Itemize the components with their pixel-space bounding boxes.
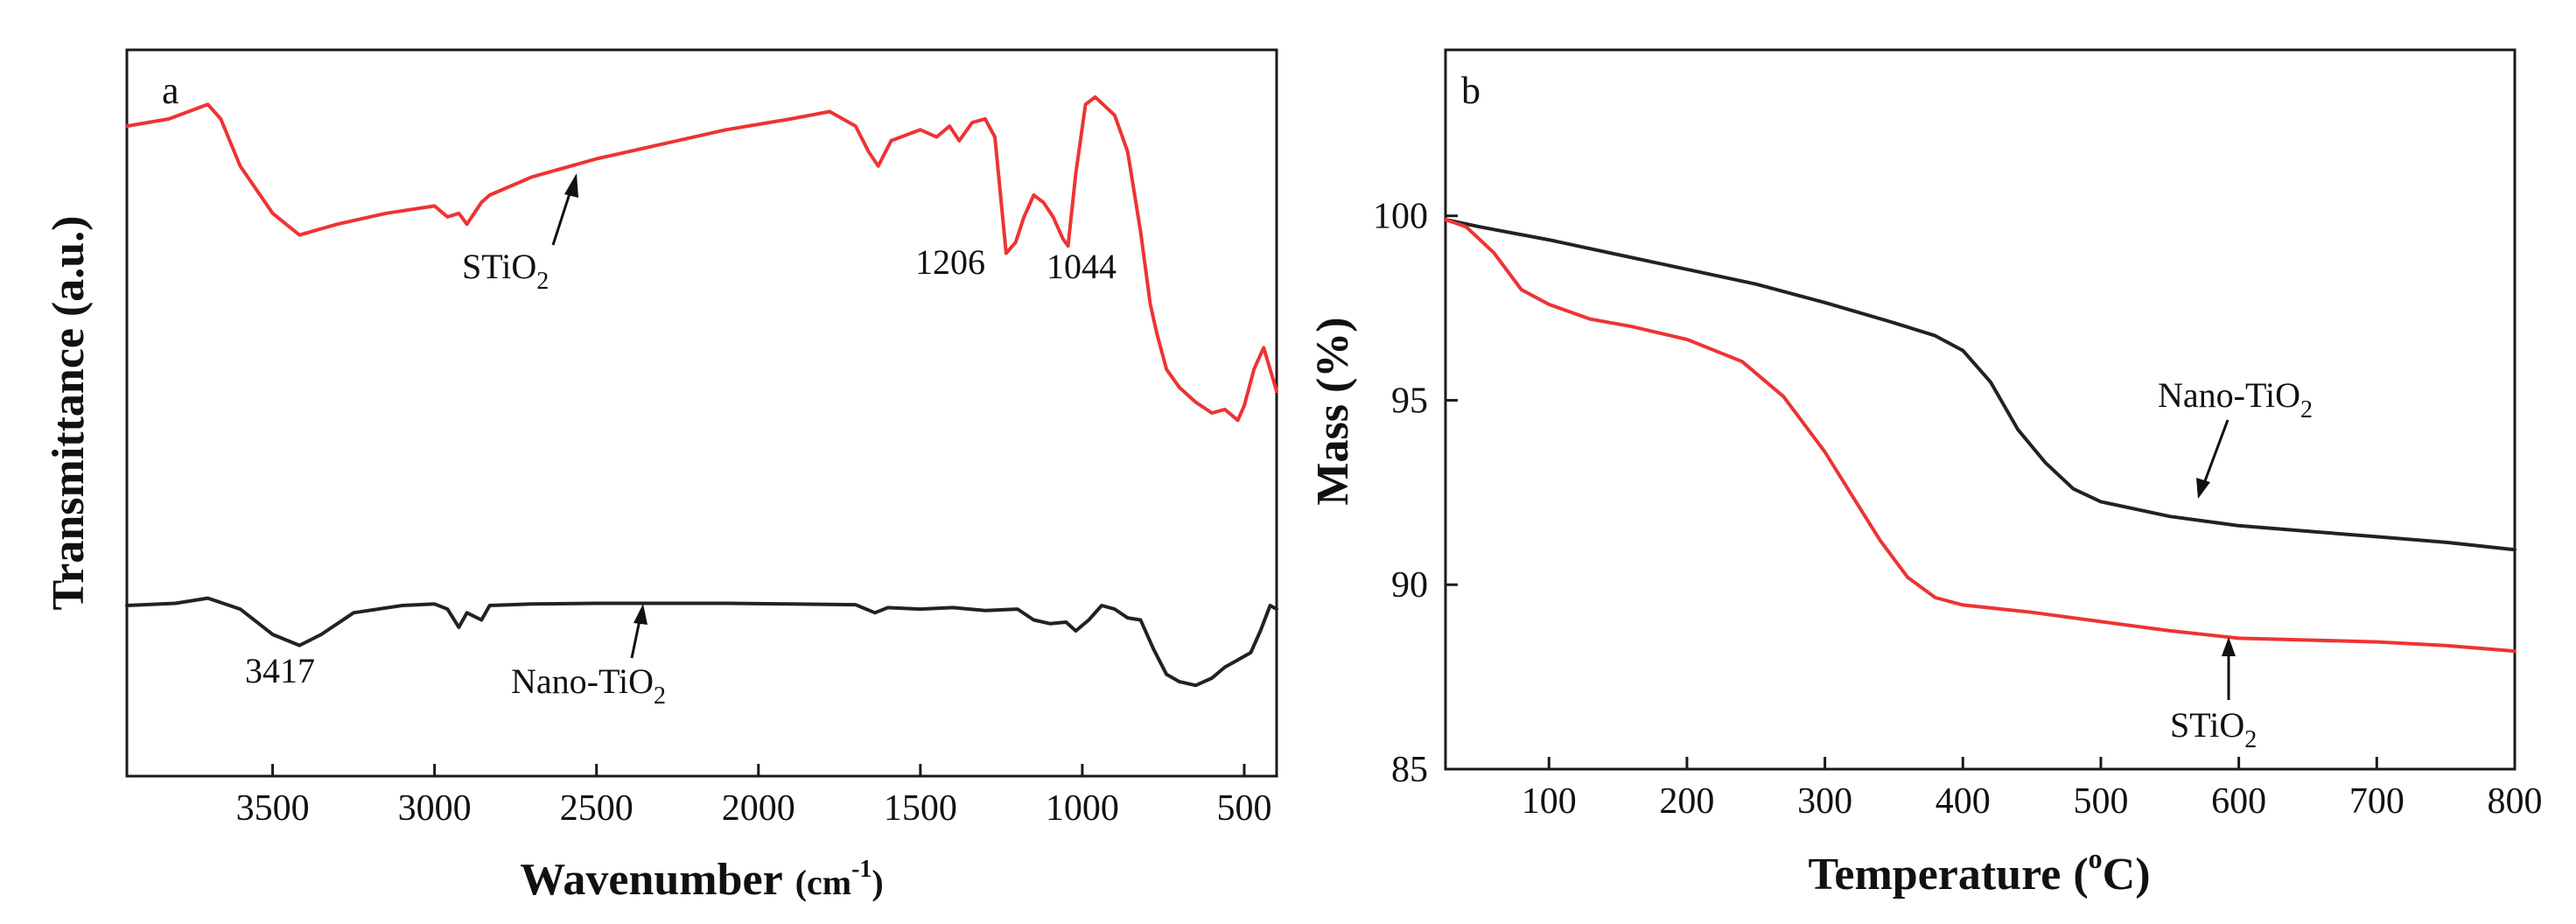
panel-a-series	[125, 94, 1278, 688]
a-x-tick-label-500: 500	[1216, 788, 1271, 829]
panel-b-y-axis-title: Mass (%)	[1308, 317, 1358, 505]
a-x-tick-label-3000: 3000	[398, 788, 472, 829]
panel-b-plot-frame	[1444, 48, 2516, 771]
a-x-tick-label-3500: 3500	[236, 788, 310, 829]
panel-b-sti-arrowhead	[2222, 637, 2236, 656]
b-x-tick-label-300: 300	[1797, 781, 1852, 822]
panel-b-nano-arrow	[2202, 419, 2230, 486]
panel-b-tga-chart: b 100 200 300 400 500 600 700 800 85 90 95 100 Mas…	[1308, 48, 2543, 900]
panel-b-series	[1444, 217, 2516, 654]
a-x-tick-label-2500: 2500	[560, 788, 634, 829]
panel-a-peak-1044-label: 1044	[1046, 247, 1116, 286]
panel-a-plot-frame	[125, 48, 1278, 778]
b-y-tick-label-100: 100	[1373, 197, 1428, 237]
panel-b-label: b	[1461, 69, 1480, 112]
b-x-tick-label-600: 600	[2211, 781, 2266, 822]
panel-b-x-ticks: 100 200 300 400 500 600 700 800	[1522, 757, 2543, 822]
panel-a-peak-3417-label: 3417	[245, 651, 315, 690]
a-series-line-stio2	[125, 94, 1278, 423]
b-series-line-stio2	[1444, 217, 2516, 654]
panel-a-sti-label: STiO2	[462, 247, 549, 295]
b-x-tick-label-200: 200	[1659, 781, 1714, 822]
panel-b-x-axis-title: Temperature (oC)	[1808, 843, 2150, 900]
panel-a-peak-1206-label: 1206	[915, 242, 985, 282]
panel-b-nano-label: Nano-TiO2	[2158, 375, 2313, 424]
panel-a-x-axis-title: Wavenumber (cm-1)	[520, 855, 884, 905]
b-x-tick-label-700: 700	[2349, 781, 2404, 822]
b-x-tick-label-400: 400	[1936, 781, 1991, 822]
panel-a-ftir-chart: a 3500 3000 2500 2000 1500 1000 500 Transmitta…	[44, 48, 1278, 905]
b-y-tick-label-85: 85	[1391, 750, 1428, 790]
a-x-tick-label-1500: 1500	[884, 788, 957, 829]
panel-a-nano-arrowhead	[634, 604, 648, 625]
b-y-tick-label-95: 95	[1391, 381, 1428, 421]
panel-a-x-ticks: 3500 3000 2500 2000 1500 1000 500	[236, 764, 1271, 829]
panel-a-sti-arrowhead	[564, 173, 578, 198]
panel-b-sti-label: STiO2	[2170, 705, 2257, 753]
panel-b-y-ticks: 85 90 95 100	[1373, 197, 1458, 790]
b-x-tick-label-100: 100	[1522, 781, 1577, 822]
b-y-tick-label-90: 90	[1391, 565, 1428, 606]
panel-b-nano-arrowhead	[2196, 478, 2210, 499]
b-series-line-nano-tio2	[1444, 217, 2516, 552]
a-x-tick-label-1000: 1000	[1046, 788, 1119, 829]
b-x-tick-label-500: 500	[2073, 781, 2128, 822]
panel-a-nano-label: Nano-TiO2	[511, 662, 666, 710]
panel-a-y-axis-title: Transmittance (a.u.)	[44, 215, 94, 610]
a-x-tick-label-2000: 2000	[722, 788, 795, 829]
panel-a-label: a	[162, 69, 179, 112]
a-series-line-nano-tio2	[125, 596, 1278, 688]
b-x-tick-label-800: 800	[2488, 781, 2543, 822]
